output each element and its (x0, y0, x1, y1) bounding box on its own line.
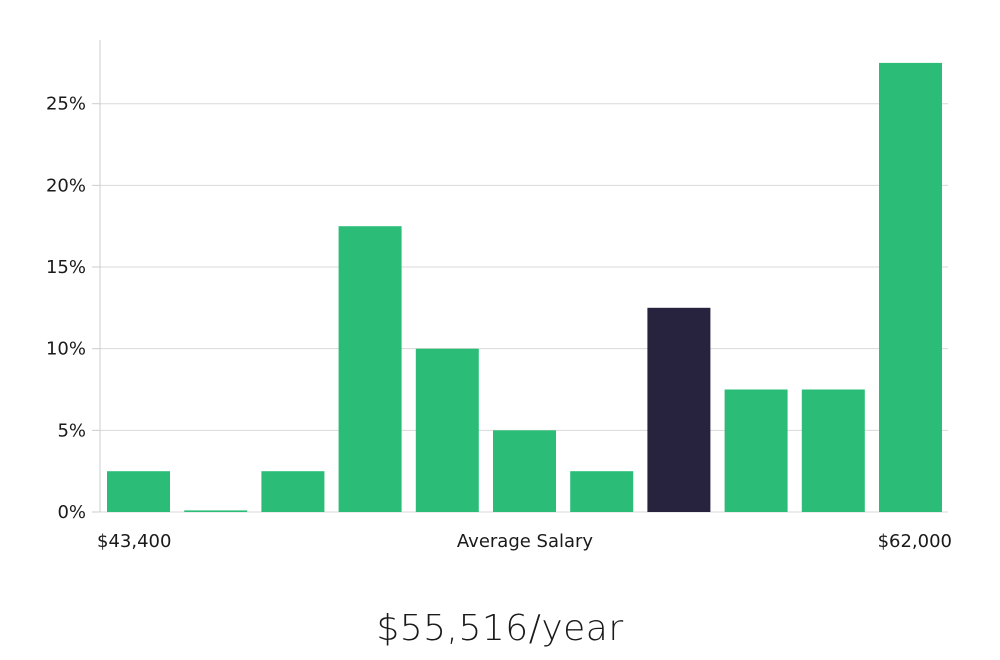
bar (570, 471, 633, 512)
bar (107, 471, 170, 512)
y-tick-label: 25% (46, 94, 86, 115)
y-tick-label: 10% (46, 339, 86, 360)
y-tick-label: 0% (57, 502, 86, 523)
x-axis-title: Average Salary (457, 531, 594, 552)
bar (416, 349, 479, 512)
x-axis-min-label: $43,400 (97, 531, 171, 552)
bar (339, 226, 402, 512)
y-tick-label: 20% (46, 175, 86, 196)
salary-histogram: 0%5%10%15%20%25% $43,400 Average Salary … (0, 0, 1000, 600)
bar (879, 63, 942, 512)
bars (107, 63, 942, 512)
bar (802, 390, 865, 513)
average-salary-headline: $55,516/year (0, 608, 1000, 649)
x-axis-max-label: $62,000 (878, 531, 952, 552)
bar (725, 390, 788, 513)
y-axis-ticks: 0% 5% 10% 15% 20% 25% (46, 94, 100, 523)
highlighted-bar (647, 308, 710, 512)
y-tick-label: 5% (57, 420, 86, 441)
bar (184, 510, 247, 512)
y-tick-label: 15% (46, 257, 86, 278)
bar (261, 471, 324, 512)
bar (493, 430, 556, 512)
